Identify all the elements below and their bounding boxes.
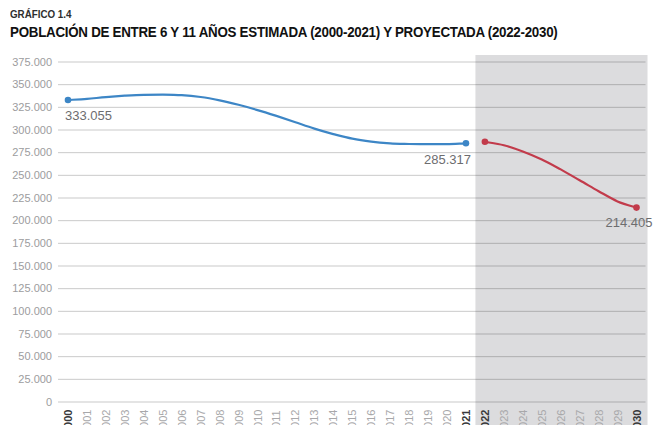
data-label: 333.055 bbox=[65, 108, 112, 123]
svg-text:2002: 2002 bbox=[100, 410, 112, 425]
svg-text:2030: 2030 bbox=[631, 410, 643, 425]
svg-text:375.000: 375.000 bbox=[12, 56, 52, 68]
svg-text:2008: 2008 bbox=[214, 410, 226, 425]
svg-text:2022: 2022 bbox=[479, 410, 491, 425]
svg-text:2005: 2005 bbox=[157, 410, 169, 425]
svg-text:125.000: 125.000 bbox=[12, 282, 52, 294]
svg-text:2025: 2025 bbox=[536, 410, 548, 425]
svg-text:2029: 2029 bbox=[612, 410, 624, 425]
svg-text:2001: 2001 bbox=[81, 410, 93, 425]
svg-text:350.000: 350.000 bbox=[12, 78, 52, 90]
svg-text:2016: 2016 bbox=[365, 410, 377, 425]
chart-title: POBLACIÓN DE ENTRE 6 Y 11 AÑOS ESTIMADA … bbox=[10, 23, 558, 40]
svg-text:100.000: 100.000 bbox=[12, 305, 52, 317]
svg-text:225.000: 225.000 bbox=[12, 192, 52, 204]
svg-text:275.000: 275.000 bbox=[12, 146, 52, 158]
svg-text:2014: 2014 bbox=[327, 410, 339, 425]
svg-text:2027: 2027 bbox=[574, 410, 586, 425]
svg-text:2019: 2019 bbox=[422, 410, 434, 425]
svg-text:2007: 2007 bbox=[195, 410, 207, 425]
svg-text:2011: 2011 bbox=[270, 410, 282, 425]
svg-text:0: 0 bbox=[46, 396, 52, 408]
svg-text:2000: 2000 bbox=[62, 410, 74, 425]
svg-text:25.000: 25.000 bbox=[18, 373, 52, 385]
svg-text:2018: 2018 bbox=[403, 410, 415, 425]
svg-text:2012: 2012 bbox=[289, 410, 301, 425]
svg-text:175.000: 175.000 bbox=[12, 237, 52, 249]
svg-text:150.000: 150.000 bbox=[12, 260, 52, 272]
svg-text:2028: 2028 bbox=[593, 410, 605, 425]
svg-text:2009: 2009 bbox=[233, 410, 245, 425]
svg-text:2017: 2017 bbox=[384, 410, 396, 425]
population-line-chart: 0 25.000 50.000 75.000 100.000 125.000 150.000… bbox=[0, 0, 658, 425]
svg-text:2004: 2004 bbox=[138, 410, 150, 425]
svg-text:2013: 2013 bbox=[308, 410, 320, 425]
projected-band bbox=[475, 55, 647, 425]
svg-text:2023: 2023 bbox=[498, 410, 510, 425]
chart-page: 0 25.000 50.000 75.000 100.000 125.000 150.000… bbox=[0, 0, 658, 425]
svg-text:75.000: 75.000 bbox=[18, 328, 52, 340]
data-label: 214.405 bbox=[606, 215, 653, 230]
svg-text:250.000: 250.000 bbox=[12, 169, 52, 181]
svg-text:2020: 2020 bbox=[441, 410, 453, 425]
data-label: 285.317 bbox=[424, 152, 471, 167]
svg-text:50.000: 50.000 bbox=[18, 350, 52, 362]
svg-text:200.000: 200.000 bbox=[12, 214, 52, 226]
series-estimada bbox=[68, 95, 466, 145]
svg-text:300.000: 300.000 bbox=[12, 124, 52, 136]
svg-text:325.000: 325.000 bbox=[12, 101, 52, 113]
svg-text:2003: 2003 bbox=[119, 410, 131, 425]
svg-text:2026: 2026 bbox=[555, 410, 567, 425]
svg-text:2015: 2015 bbox=[346, 410, 358, 425]
svg-text:2024: 2024 bbox=[517, 410, 529, 425]
svg-text:2006: 2006 bbox=[176, 410, 188, 425]
svg-text:2010: 2010 bbox=[252, 410, 264, 425]
chart-kicker: GRÁFICO 1.4 bbox=[10, 8, 558, 20]
svg-text:2021: 2021 bbox=[460, 410, 472, 425]
